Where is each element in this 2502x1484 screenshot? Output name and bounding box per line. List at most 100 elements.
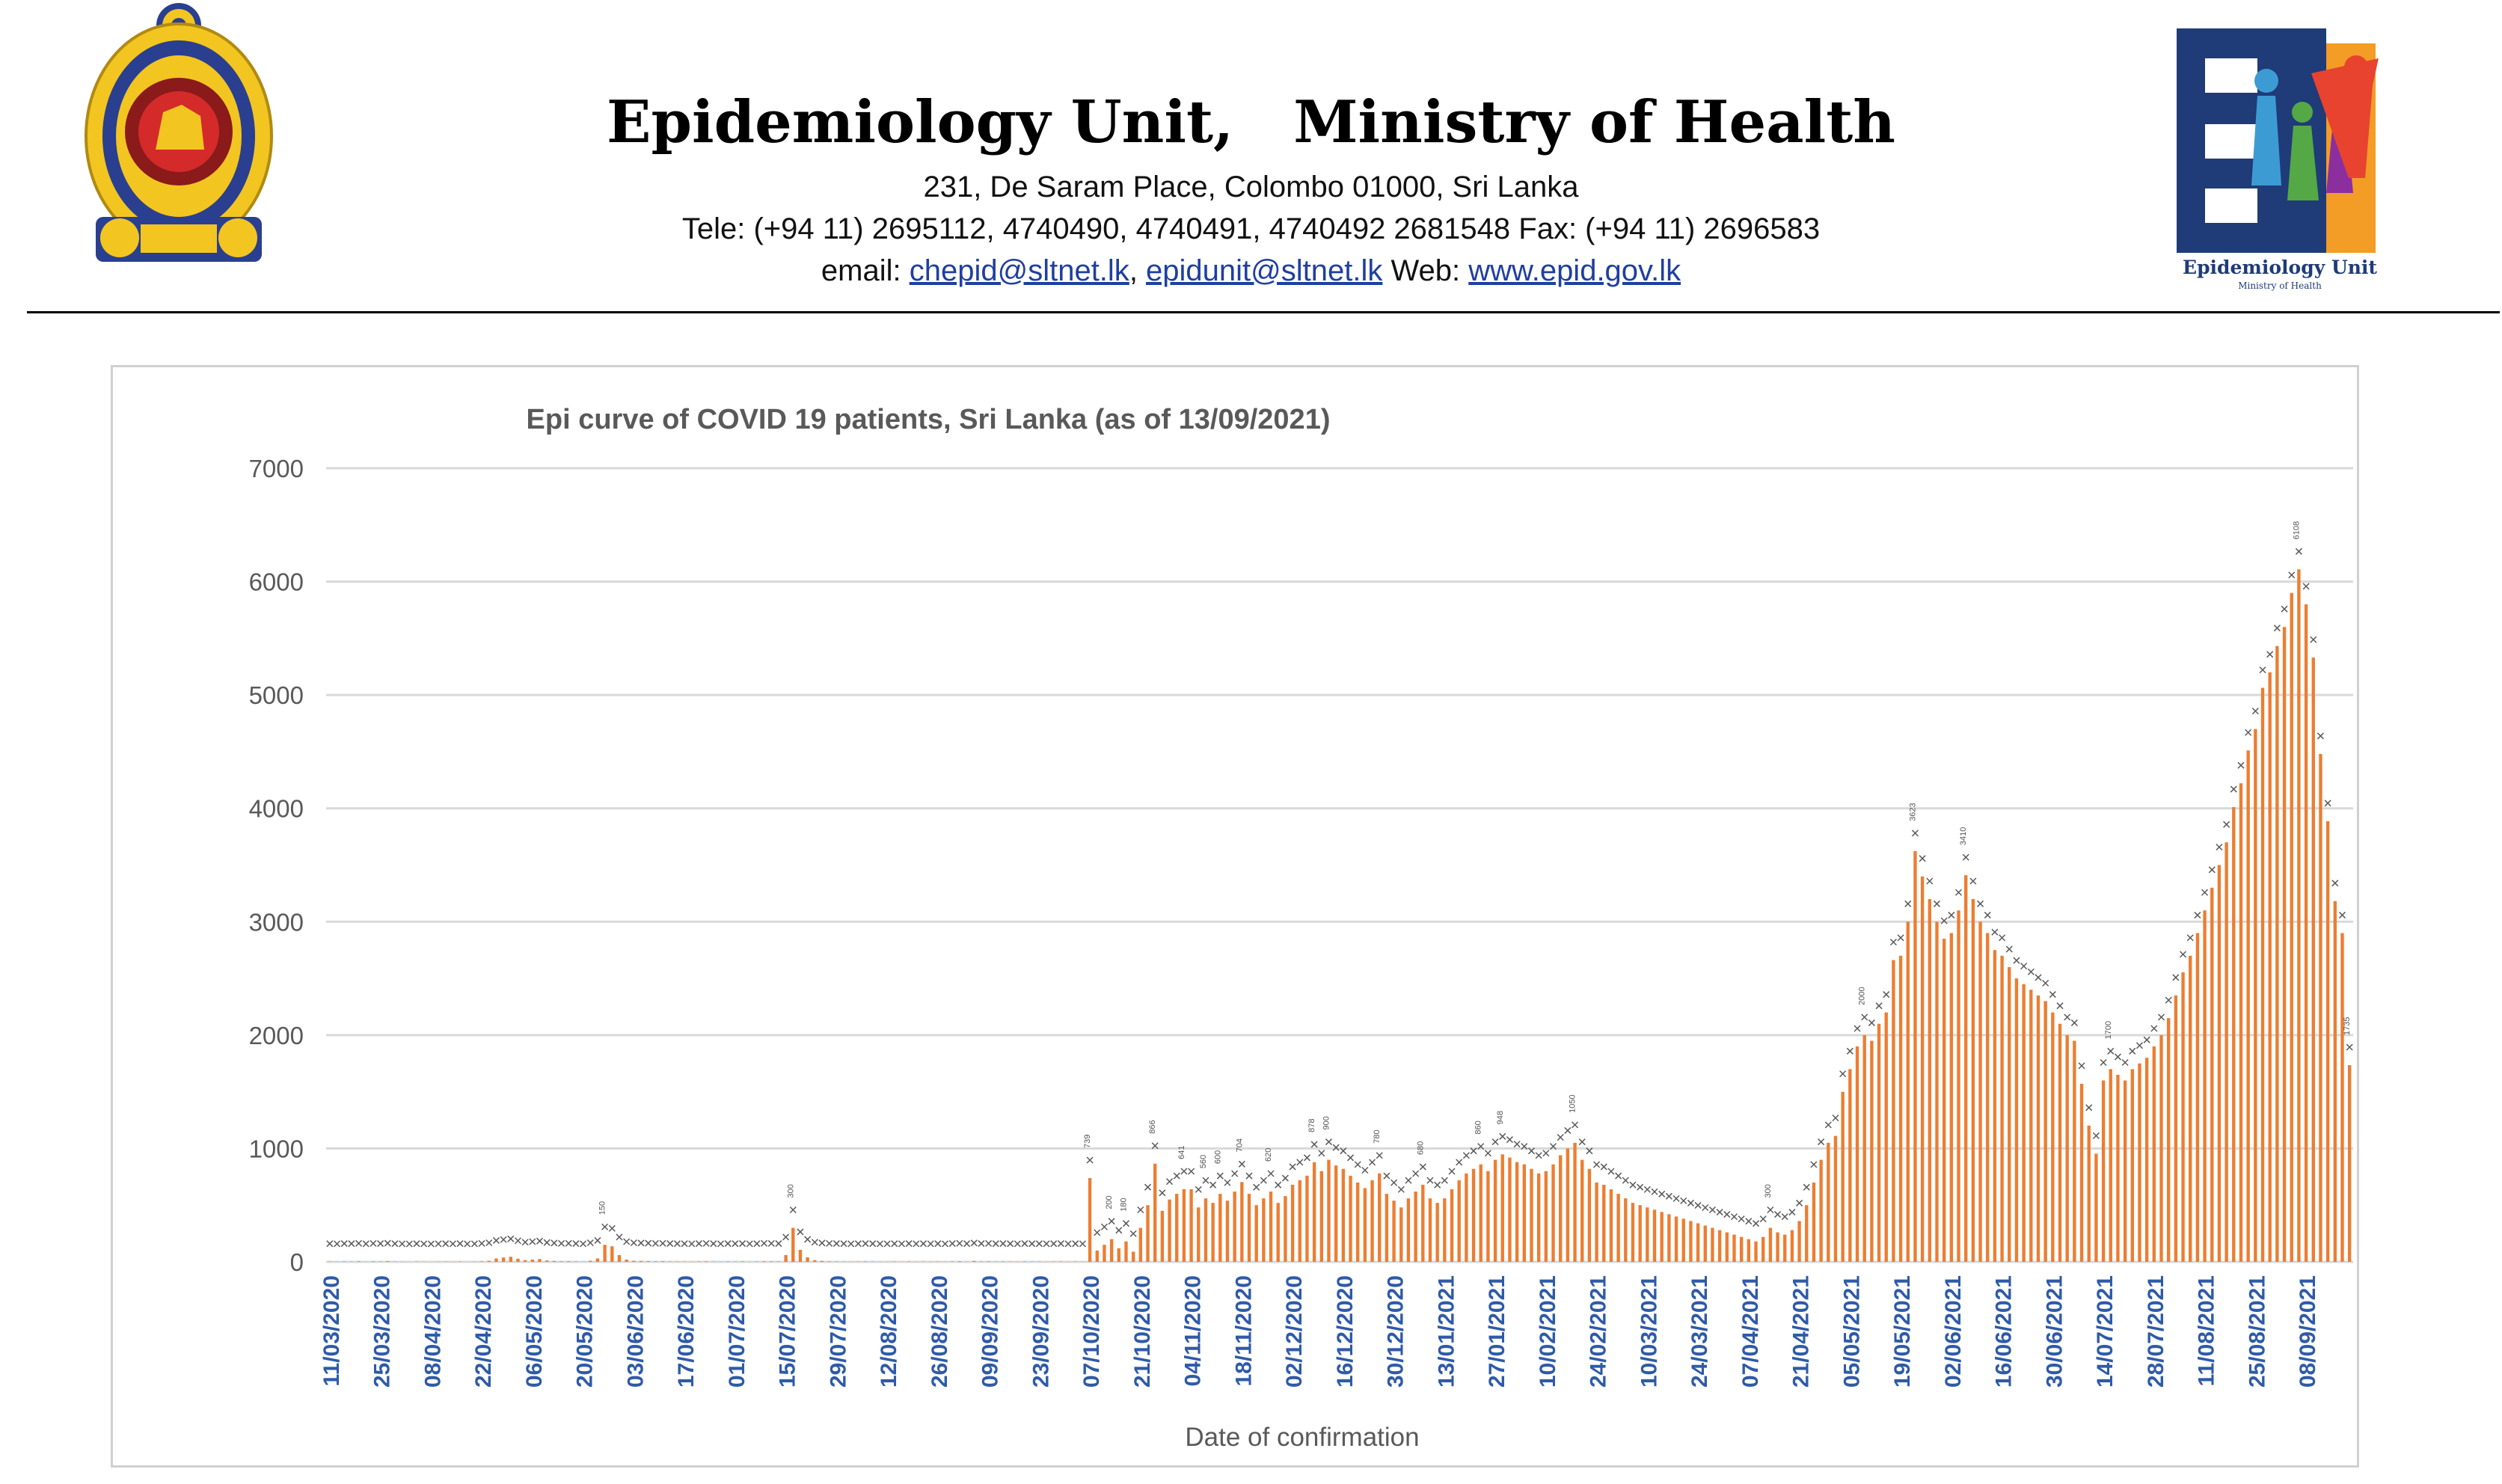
data-label-marker bbox=[2020, 963, 2028, 970]
data-label-marker bbox=[594, 1236, 601, 1244]
data-label-marker bbox=[659, 1239, 666, 1247]
data-label-marker bbox=[833, 1240, 840, 1248]
bar bbox=[1783, 1234, 1787, 1262]
bar bbox=[827, 1261, 831, 1262]
bar bbox=[1500, 1154, 1504, 1262]
data-label-marker bbox=[826, 1239, 833, 1247]
bar bbox=[1892, 960, 1895, 1262]
x-tick-label: 30/06/2021 bbox=[2042, 1275, 2067, 1388]
bar bbox=[1573, 1142, 1577, 1262]
data-label-marker bbox=[1948, 911, 1955, 919]
bar bbox=[1211, 1203, 1215, 1262]
bar bbox=[1964, 875, 1968, 1262]
data-label-marker bbox=[413, 1240, 420, 1248]
data-label-marker bbox=[1303, 1154, 1310, 1162]
x-tick-label: 02/06/2021 bbox=[1941, 1275, 1966, 1388]
bar bbox=[357, 1261, 361, 1262]
bar bbox=[1877, 1023, 1881, 1262]
data-label: 300 bbox=[786, 1184, 795, 1198]
bar bbox=[1138, 1227, 1143, 1262]
data-label-marker bbox=[1637, 1183, 1644, 1191]
data-label-marker bbox=[1702, 1204, 1709, 1212]
email-link-epidunit[interactable]: epidunit@sltnet.lk bbox=[1146, 254, 1383, 287]
data-label: 620 bbox=[1264, 1148, 1273, 1162]
org-name-left: Epidemiology Unit, bbox=[607, 88, 1234, 156]
data-label-marker bbox=[1354, 1161, 1361, 1168]
data-label-marker bbox=[1426, 1177, 1434, 1184]
data-label-marker bbox=[913, 1240, 920, 1248]
data-label-marker bbox=[2216, 843, 2223, 851]
bar bbox=[1153, 1163, 1157, 1262]
bar bbox=[2087, 1125, 2091, 1262]
data-label-marker bbox=[761, 1239, 768, 1247]
data-label-marker bbox=[1296, 1159, 1304, 1166]
data-label-marker bbox=[2194, 911, 2201, 919]
bar bbox=[2325, 821, 2330, 1262]
bar bbox=[1566, 1148, 1570, 1262]
logo-text: Epidemiology Unit bbox=[2183, 257, 2377, 278]
data-label: 739 bbox=[1083, 1135, 1092, 1148]
data-label-marker bbox=[1144, 1183, 1152, 1191]
data-label-marker bbox=[333, 1240, 341, 1248]
bar bbox=[1660, 1212, 1664, 1262]
data-label-marker bbox=[355, 1239, 363, 1247]
data-label-marker bbox=[978, 1240, 985, 1248]
bar bbox=[1725, 1232, 1729, 1262]
data-label-marker bbox=[1680, 1197, 1687, 1204]
bar bbox=[1551, 1164, 1555, 1262]
bar bbox=[2203, 910, 2207, 1262]
x-tick-label: 20/05/2020 bbox=[573, 1275, 598, 1388]
data-label-marker bbox=[1390, 1179, 1398, 1186]
data-label: 780 bbox=[1373, 1129, 1382, 1143]
data-label-marker bbox=[1781, 1213, 1788, 1221]
x-tick-label: 15/07/2020 bbox=[776, 1275, 800, 1388]
email-link-chepid[interactable]: chepid@sltnet.lk bbox=[909, 254, 1129, 287]
data-label-marker bbox=[811, 1239, 818, 1246]
y-tick-label: 3000 bbox=[249, 908, 304, 936]
data-label-marker bbox=[782, 1233, 790, 1241]
data-label-marker bbox=[565, 1239, 572, 1247]
data-label-marker bbox=[1216, 1172, 1224, 1180]
chart-title: Epi curve of COVID 19 patients, Sri Lank… bbox=[527, 404, 1331, 435]
data-label-marker bbox=[1788, 1209, 1796, 1216]
bar bbox=[2144, 1058, 2149, 1262]
data-label-marker bbox=[384, 1239, 391, 1247]
bar bbox=[2029, 990, 2033, 1262]
bar bbox=[1536, 1173, 1541, 1262]
data-label-marker bbox=[1868, 1019, 1875, 1026]
bar bbox=[1833, 1135, 1838, 1262]
data-label-marker bbox=[1940, 917, 1948, 925]
data-label-marker bbox=[2070, 1019, 2078, 1026]
data-label-marker bbox=[1745, 1218, 1753, 1225]
bar bbox=[1587, 1168, 1592, 1262]
data-label: 1050 bbox=[1569, 1094, 1577, 1112]
bar bbox=[1378, 1173, 1382, 1262]
data-label-marker bbox=[464, 1240, 471, 1248]
data-label: 3623 bbox=[1908, 803, 1917, 821]
data-label: 180 bbox=[1119, 1198, 1128, 1211]
bar bbox=[1319, 1171, 1323, 1262]
data-label-marker bbox=[616, 1233, 623, 1241]
bar bbox=[1443, 1198, 1447, 1262]
bar bbox=[1204, 1198, 1208, 1262]
data-label-marker bbox=[1853, 1025, 1861, 1032]
bar bbox=[2232, 807, 2236, 1262]
data-label-marker bbox=[717, 1240, 725, 1248]
data-label-marker bbox=[1846, 1047, 1853, 1055]
data-label-marker bbox=[2100, 1058, 2107, 1067]
data-label-marker bbox=[1231, 1170, 1239, 1177]
bar bbox=[1928, 898, 1931, 1262]
bar bbox=[617, 1254, 622, 1262]
bar bbox=[1855, 1046, 1859, 1262]
bar bbox=[1841, 1091, 1845, 1262]
data-label-marker bbox=[1267, 1170, 1275, 1177]
bar bbox=[1616, 1194, 1620, 1262]
data-label-marker bbox=[2049, 991, 2056, 999]
data-label-marker bbox=[746, 1240, 753, 1248]
data-label-marker bbox=[797, 1228, 804, 1236]
website-link[interactable]: www.epid.gov.lk bbox=[1468, 254, 1681, 287]
data-label-marker bbox=[1195, 1186, 1202, 1193]
bar bbox=[2159, 1034, 2163, 1262]
data-label-marker bbox=[2027, 968, 2035, 975]
gridlines bbox=[326, 467, 2353, 1263]
